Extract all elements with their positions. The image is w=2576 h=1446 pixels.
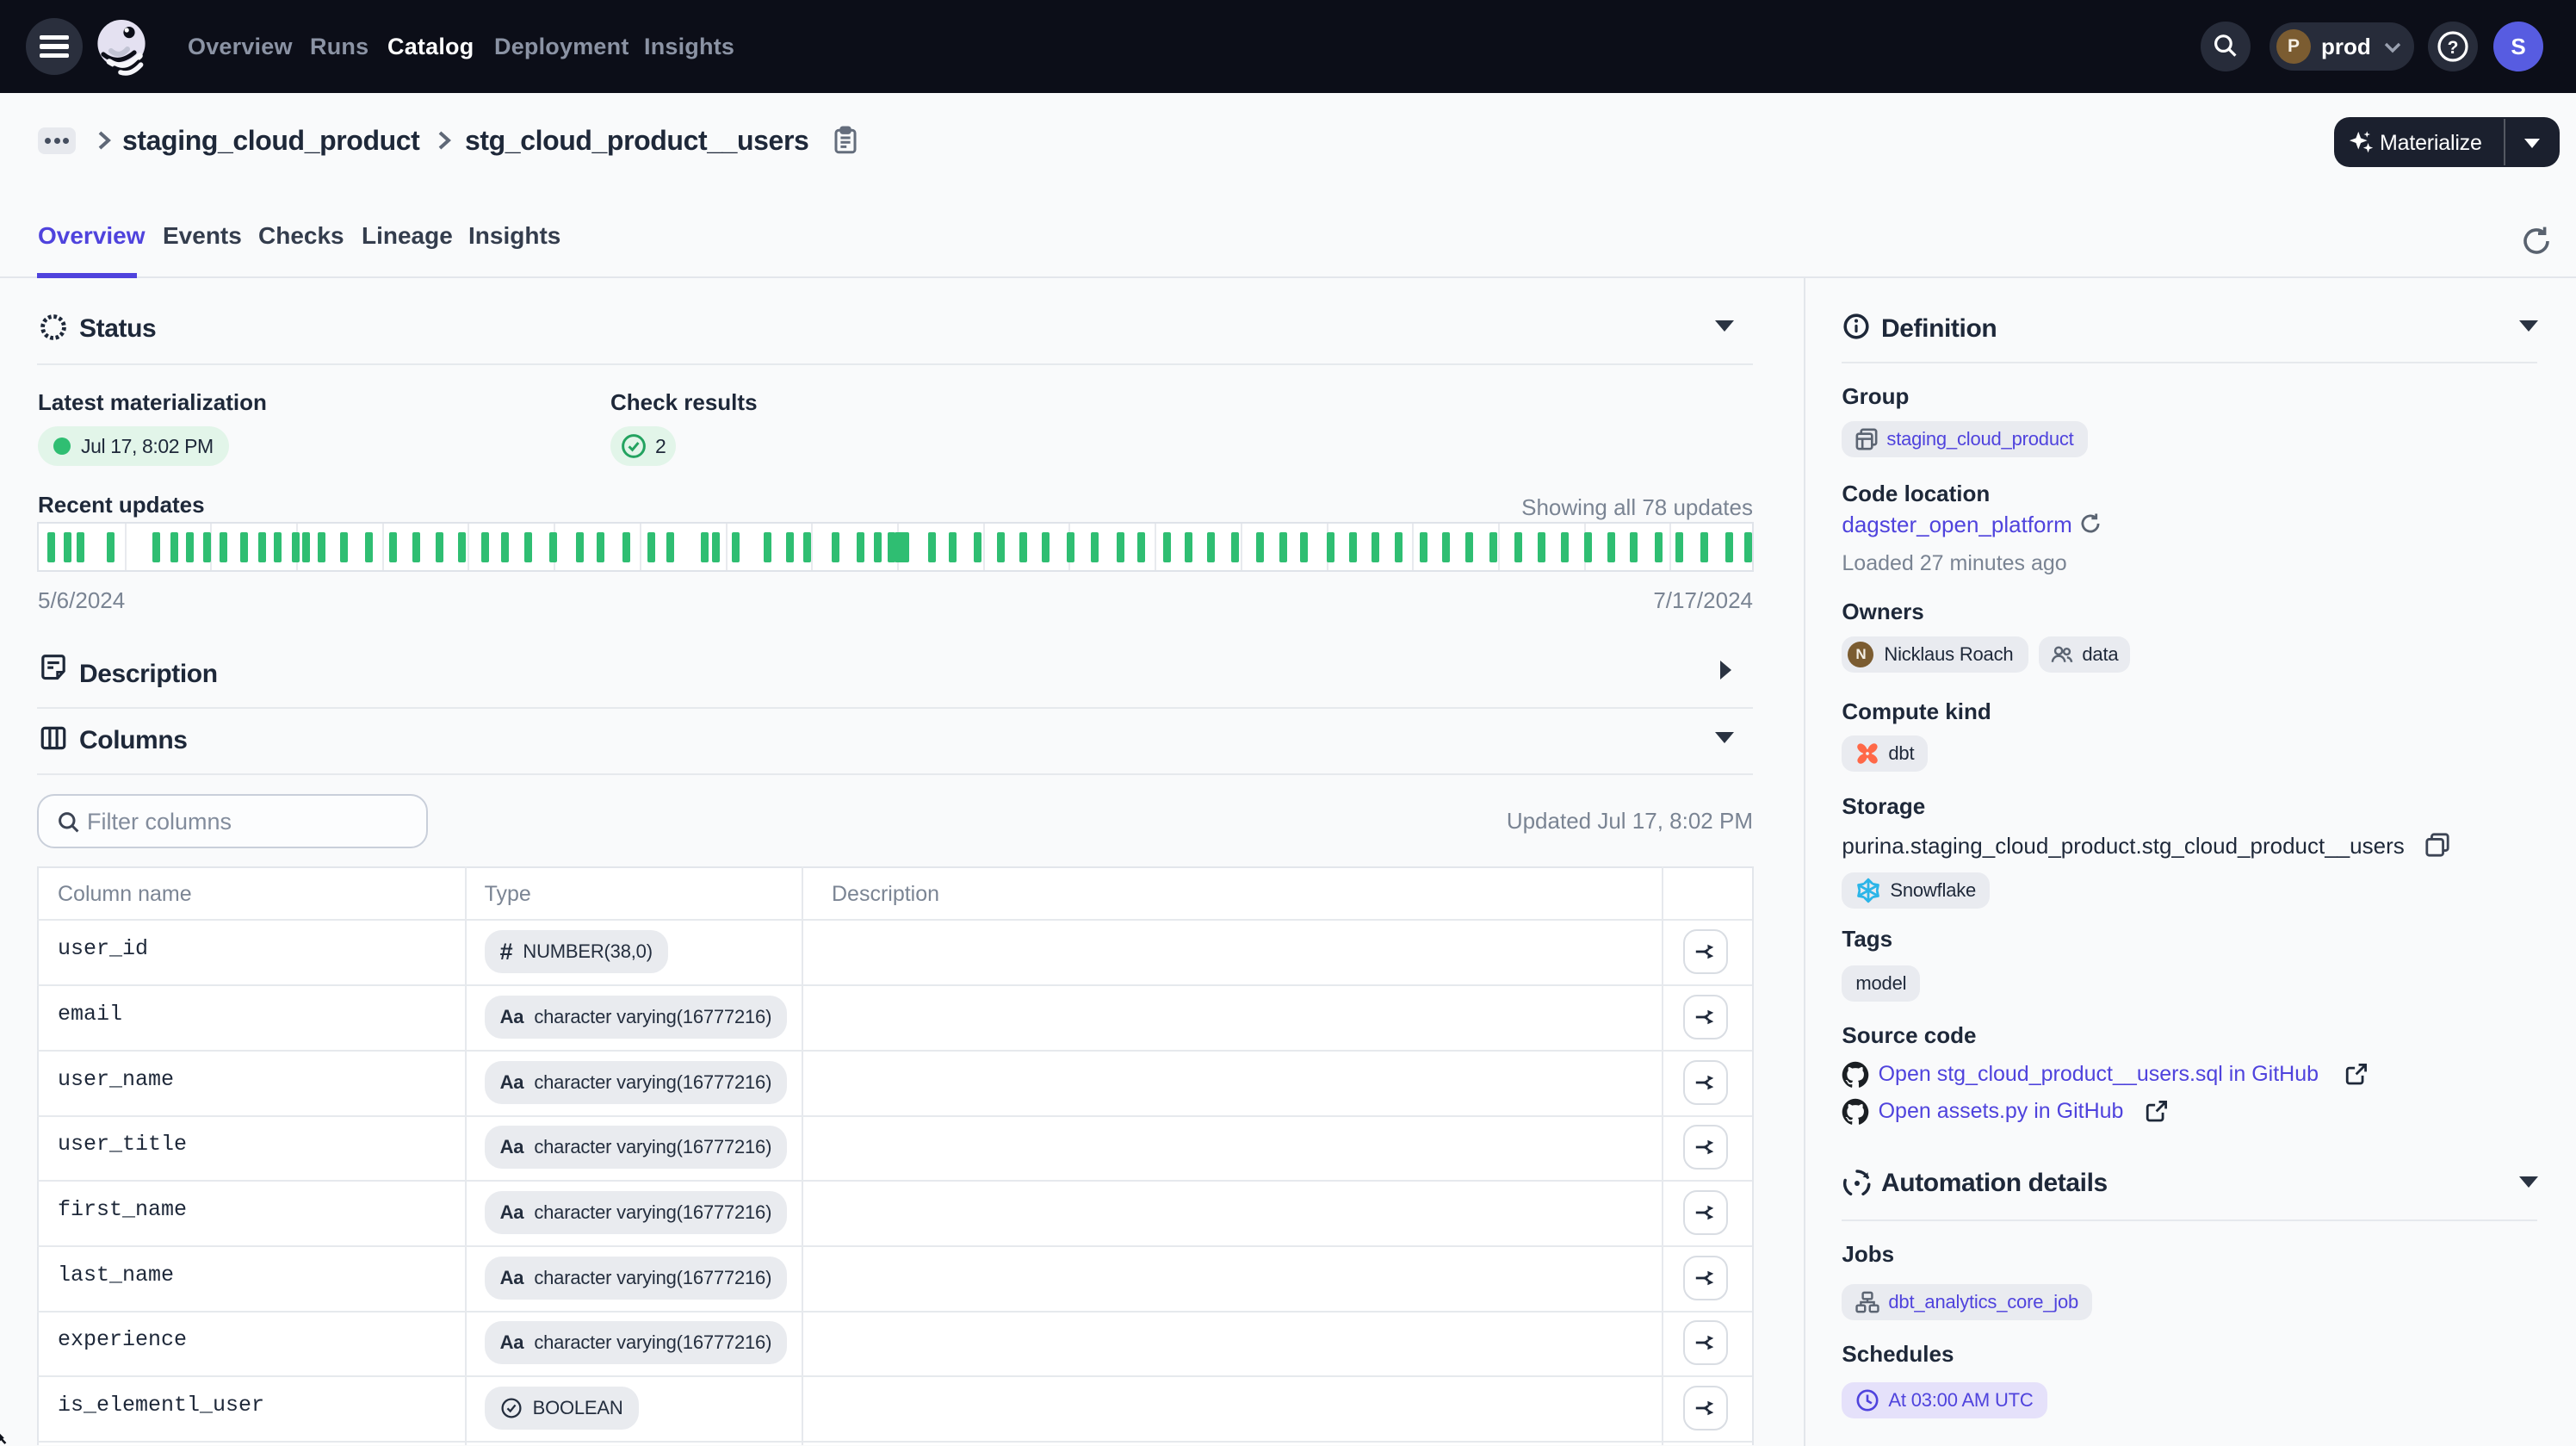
svg-text:?: ? bbox=[2448, 38, 2459, 58]
